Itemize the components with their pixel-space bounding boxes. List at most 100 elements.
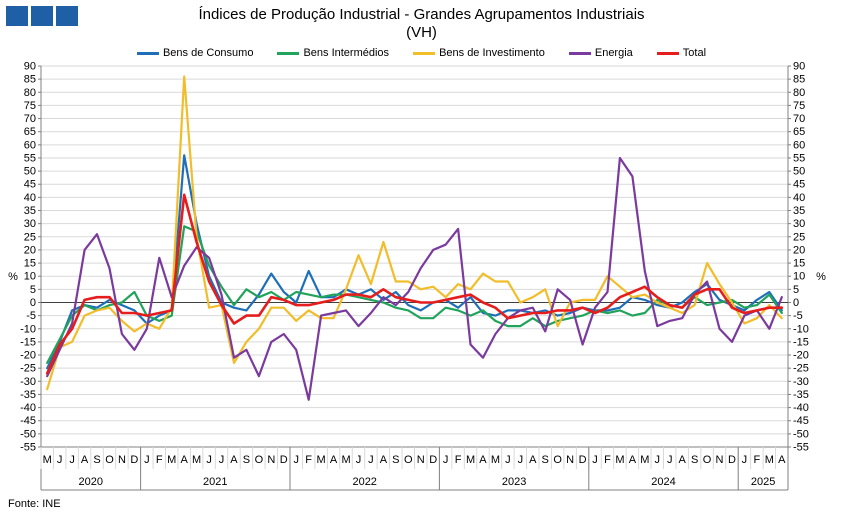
month-label: N — [417, 454, 425, 466]
month-label: S — [93, 454, 100, 466]
legend-label: Bens de Investimento — [439, 47, 545, 59]
y-tick-label-right: 20 — [793, 244, 805, 256]
y-tick-label-right: -30 — [793, 376, 809, 388]
legend-label: Total — [682, 47, 707, 59]
month-label: A — [330, 454, 338, 466]
legend-swatch — [413, 51, 436, 55]
series-line — [45, 193, 784, 375]
y-tick-label-right: -50 — [793, 428, 809, 440]
y-tick-label-right: 5 — [793, 284, 799, 296]
legend-item: Bens Intermédios — [277, 47, 389, 59]
month-label: S — [243, 454, 250, 466]
legend-item: Bens de Consumo — [136, 47, 254, 59]
y-tick-label-right: 10 — [793, 271, 805, 283]
y-tick-label-left: 90 — [24, 61, 36, 73]
month-label: D — [579, 454, 587, 466]
y-tick-label-left: 5 — [30, 284, 36, 296]
y-tick-label-left: -25 — [20, 363, 36, 375]
y-tick-label-right: 30 — [793, 218, 805, 230]
month-label: J — [57, 454, 63, 466]
y-tick-label-right: -20 — [793, 350, 809, 362]
y-tick-label-right: 50 — [793, 166, 805, 178]
month-label: J — [356, 454, 362, 466]
chart-title: Índices de Produção Industrial - Grandes… — [198, 6, 645, 23]
legend-swatch — [277, 51, 300, 55]
y-tick-label-left: -30 — [20, 376, 36, 388]
legend-item: Total — [656, 47, 707, 59]
y-tick-label-right: 85 — [793, 74, 805, 86]
month-label: J — [518, 454, 524, 466]
month-label: N — [118, 454, 126, 466]
y-tick-label-right: 65 — [793, 126, 805, 138]
logo-block — [31, 6, 53, 26]
month-label: M — [341, 454, 350, 466]
month-label: F — [604, 454, 611, 466]
y-tick-label-right: 60 — [793, 139, 805, 151]
legend-label: Bens de Consumo — [162, 47, 254, 59]
legend-label: Energia — [594, 47, 633, 59]
legend-item: Bens de Investimento — [413, 47, 545, 59]
month-label: J — [592, 454, 598, 466]
month-label: M — [466, 454, 475, 466]
y-tick-label-left: 45 — [24, 179, 36, 191]
month-label: M — [43, 454, 52, 466]
month-label: J — [69, 454, 75, 466]
y-tick-label-left: 55 — [24, 152, 36, 164]
month-label: M — [765, 454, 774, 466]
month-label: D — [429, 454, 437, 466]
month-label: J — [144, 454, 150, 466]
y-tick-label-left: 10 — [24, 271, 36, 283]
month-label: M — [615, 454, 624, 466]
y-tick-label-right: -10 — [793, 323, 809, 335]
y-tick-label-right: -15 — [793, 336, 809, 348]
logo-block — [56, 6, 78, 26]
y-tick-label-right: -25 — [793, 363, 809, 375]
y-tick-label-left: 35 — [24, 205, 36, 217]
y-tick-label-left: 25 — [24, 231, 36, 243]
month-label: A — [778, 454, 786, 466]
year-label: 2025 — [751, 476, 775, 488]
month-label: A — [629, 454, 637, 466]
month-label: A — [230, 454, 238, 466]
y-tick-label-left: 20 — [24, 244, 36, 256]
chart-subtitle: (VH) — [406, 24, 437, 41]
y-tick-label-right: 55 — [793, 152, 805, 164]
month-label: A — [181, 454, 189, 466]
year-label: 2021 — [203, 476, 227, 488]
y-tick-label-left: -10 — [20, 323, 36, 335]
y-tick-label-right: -35 — [793, 389, 809, 401]
y-tick-label-left: -15 — [20, 336, 36, 348]
y-tick-label-left: 75 — [24, 100, 36, 112]
month-label: F — [305, 454, 312, 466]
y-tick-label-right: 90 — [793, 61, 805, 73]
y-tick-label-left: 60 — [24, 139, 36, 151]
legend-label: Bens Intermédios — [303, 47, 390, 59]
month-label: J — [443, 454, 449, 466]
month-label: M — [317, 454, 326, 466]
legend-swatch — [568, 51, 591, 55]
legend-item: Energia — [568, 47, 633, 59]
month-label: J — [655, 454, 661, 466]
month-label: F — [455, 454, 462, 466]
month-label: A — [479, 454, 487, 466]
y-tick-label-left: 50 — [24, 166, 36, 178]
legend-swatch — [656, 51, 679, 55]
month-label: O — [404, 454, 413, 466]
month-label: J — [293, 454, 299, 466]
y-tick-label-left: -20 — [20, 350, 36, 362]
month-label: O — [703, 454, 712, 466]
y-tick-label-left: 85 — [24, 74, 36, 86]
y-tick-label-right: -5 — [793, 310, 803, 322]
month-label: A — [679, 454, 687, 466]
y-tick-label-right: 40 — [793, 192, 805, 204]
month-label: J — [667, 454, 673, 466]
y-tick-label-right: 0 — [793, 297, 799, 309]
y-tick-label-right: 80 — [793, 87, 805, 99]
month-label: A — [380, 454, 388, 466]
month-label: N — [716, 454, 724, 466]
y-tick-label-left: 65 — [24, 126, 36, 138]
y-axis-label-left: % — [8, 271, 18, 283]
y-tick-label-left: -40 — [20, 402, 36, 414]
month-label: J — [742, 454, 748, 466]
